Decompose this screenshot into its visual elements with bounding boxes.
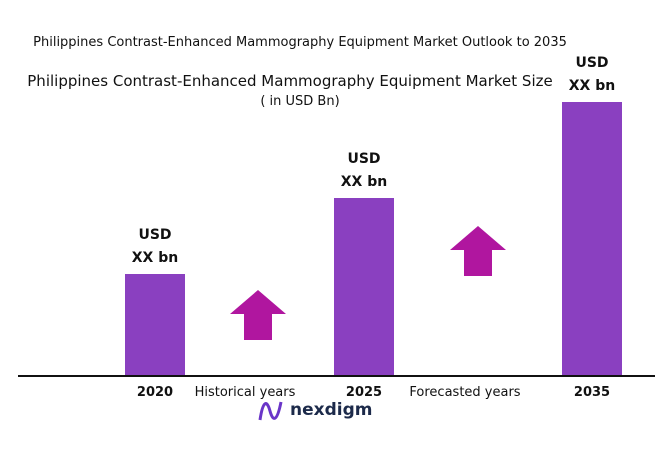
value-label: XX bn [131, 249, 179, 266]
logo-icon [258, 401, 283, 421]
chart-title: Philippines Contrast-Enhanced Mammograph… [33, 35, 567, 50]
bar [125, 273, 185, 375]
value-label: XX bn [340, 174, 388, 191]
annotation: Forecasted years [409, 385, 521, 400]
x-tick-label: 2035 [573, 385, 611, 400]
x-tick-label: 2025 [345, 385, 383, 400]
unit-label: ( in USD Bn) [260, 94, 340, 109]
x-tick-label: 2020 [136, 385, 174, 400]
value-label: USD [347, 151, 381, 168]
value-label: XX bn [568, 78, 616, 94]
logo: nexdigm [290, 400, 373, 420]
growth-arrow [450, 226, 506, 276]
baseline [18, 375, 655, 377]
bar [562, 102, 622, 375]
value-label: USD [138, 226, 172, 243]
annotation: Historical years [194, 385, 296, 400]
bar [334, 198, 394, 375]
growth-arrow [230, 290, 286, 340]
chart-subtitle: Philippines Contrast-Enhanced Mammograph… [27, 72, 553, 90]
value-label: USD [575, 55, 609, 71]
